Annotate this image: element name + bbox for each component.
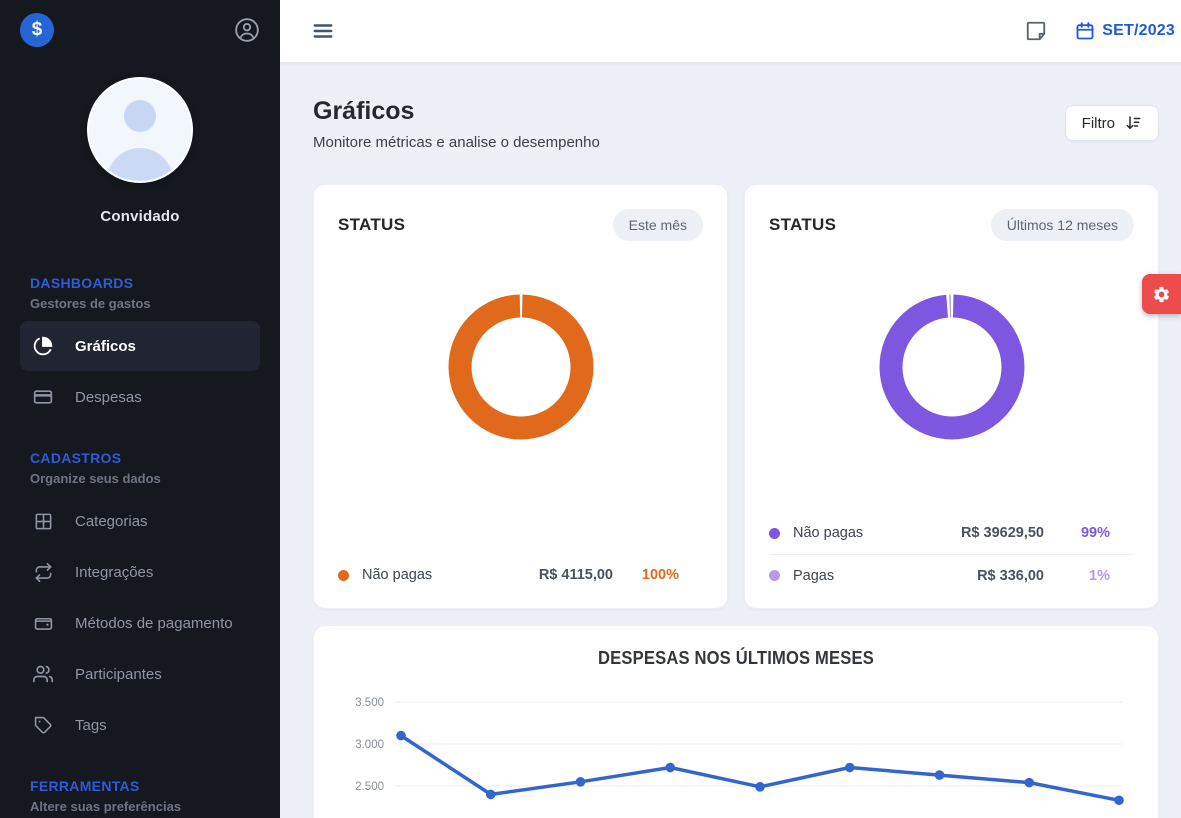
legend-row: Pagas R$ 336,00 1% <box>769 554 1134 596</box>
card-title: STATUS <box>338 215 406 234</box>
sidebar-item-label: Categorias <box>75 512 148 530</box>
app-logo[interactable]: $ <box>20 13 54 47</box>
page-header: Gráficos Monitore métricas e analise o d… <box>313 97 1159 151</box>
legend-percent: 99% <box>1080 525 1110 541</box>
legend-value: R$ 39629,50 <box>960 525 1044 541</box>
sidebar-item-label: Métodos de pagamento <box>75 614 233 632</box>
nav-section-cadastros: CADASTROS Organize seus dados Categorias <box>20 450 260 750</box>
legend: Não pagas R$ 39629,50 99% Pagas R$ 336,00 1% <box>769 512 1134 596</box>
filter-button[interactable]: Filtro <box>1064 105 1159 141</box>
topbar: SET/2023 <box>280 0 1181 62</box>
filter-button-label: Filtro <box>1081 114 1115 132</box>
sidebar-item-categorias[interactable]: Categorias <box>20 496 260 546</box>
svg-text:3.000: 3.000 <box>355 739 384 751</box>
donut-chart <box>769 241 1134 493</box>
legend-label: Não pagas <box>793 525 864 541</box>
sidebar: $ Convidado DASHBOARDS Gestores de gasto… <box>0 0 280 818</box>
menu-icon[interactable] <box>312 20 334 42</box>
chart-title: DESPESAS NOS ÚLTIMOS MESES <box>598 648 874 668</box>
sidebar-item-label: Integrações <box>75 563 154 581</box>
pie-chart-icon <box>33 336 53 356</box>
legend-dot-icon <box>769 570 780 581</box>
avatar[interactable] <box>89 79 191 181</box>
credit-card-icon <box>33 387 53 407</box>
sidebar-item-integracoes[interactable]: Integrações <box>20 547 260 597</box>
card-title: STATUS <box>769 215 837 234</box>
period-badge: Últimos 12 meses <box>990 209 1134 241</box>
dollar-logo-icon: $ <box>31 19 43 40</box>
legend-row: Não pagas R$ 4115,00 100% <box>338 554 703 596</box>
sidebar-nav: DASHBOARDS Gestores de gastos Gráficos <box>0 275 280 818</box>
legend-label: Não pagas <box>362 567 433 583</box>
sidebar-item-metodos-pagamento[interactable]: Métodos de pagamento <box>20 598 260 648</box>
settings-fab[interactable] <box>1142 274 1181 314</box>
legend-row: Não pagas R$ 39629,50 99% <box>769 512 1134 554</box>
sidebar-item-label: Participantes <box>75 665 162 683</box>
page-title: Gráficos <box>313 97 415 125</box>
status-card-this-month: STATUS Este mês Não pagas R$ 4115,00 100% <box>313 184 728 609</box>
nav-section-subtitle: Altere suas preferências <box>30 799 182 814</box>
status-cards-row: STATUS Este mês Não pagas R$ 4115,00 100% … <box>313 184 1159 609</box>
month-selector[interactable]: SET/2023 <box>1075 21 1175 41</box>
nav-section-subtitle: Gestores de gastos <box>30 296 151 311</box>
sidebar-item-label: Despesas <box>75 388 142 406</box>
wallet-icon <box>33 613 53 633</box>
grid-icon <box>33 511 53 531</box>
calendar-icon <box>1075 21 1095 41</box>
sidebar-header: $ <box>0 0 280 47</box>
svg-text:3.500: 3.500 <box>355 697 384 709</box>
legend-percent: 100% <box>641 567 679 583</box>
sidebar-item-participantes[interactable]: Participantes <box>20 649 260 699</box>
legend-value: R$ 4115,00 <box>538 567 613 583</box>
sort-icon <box>1124 114 1142 132</box>
sidebar-item-graficos[interactable]: Gráficos <box>20 321 260 371</box>
account-circle-icon[interactable] <box>234 17 260 43</box>
note-icon[interactable] <box>1025 20 1047 42</box>
repeat-icon <box>33 562 53 582</box>
tag-icon <box>33 715 53 735</box>
status-card-12-months: STATUS Últimos 12 meses Não pagas R$ 3962… <box>744 184 1159 609</box>
legend-dot-icon <box>338 569 349 581</box>
user-name: Convidado <box>100 208 180 225</box>
legend-dot-icon <box>769 527 780 539</box>
content: Gráficos Monitore métricas e analise o d… <box>280 62 1181 818</box>
users-icon <box>33 664 53 684</box>
period-badge: Este mês <box>612 209 703 241</box>
gear-icon <box>1152 285 1171 304</box>
nav-section-subtitle: Organize seus dados <box>30 471 161 486</box>
expenses-chart-card: DESPESAS NOS ÚLTIMOS MESES 3.500 3.000 2.5… <box>313 625 1159 818</box>
nav-section-title: CADASTROS <box>30 450 122 466</box>
sidebar-item-label: Tags <box>75 716 107 734</box>
page-subtitle: Monitore métricas e analise o desempenho <box>313 134 600 151</box>
svg-text:2.500: 2.500 <box>355 781 384 793</box>
nav-section-title: FERRAMENTAS <box>30 778 140 794</box>
date-label: SET/2023 <box>1102 22 1175 39</box>
sidebar-item-tags[interactable]: Tags <box>20 700 260 750</box>
nav-section-ferramentas: FERRAMENTAS Altere suas preferências <box>20 778 260 814</box>
nav-section-title: DASHBOARDS <box>30 275 134 291</box>
main-area: SET/2023 Gráficos Monitore métricas e an… <box>280 0 1181 818</box>
line-chart: 3.500 3.000 2.500 <box>322 687 1150 818</box>
user-profile: Convidado <box>0 79 280 225</box>
legend-percent: 1% <box>1089 567 1110 584</box>
sidebar-item-label: Gráficos <box>75 337 136 355</box>
legend: Não pagas R$ 4115,00 100% <box>338 554 703 596</box>
legend-value: R$ 336,00 <box>977 567 1044 584</box>
donut-chart <box>338 241 703 493</box>
nav-section-dashboards: DASHBOARDS Gestores de gastos Gráficos <box>20 275 260 422</box>
legend-label: Pagas <box>793 567 835 584</box>
sidebar-item-despesas[interactable]: Despesas <box>20 372 260 422</box>
